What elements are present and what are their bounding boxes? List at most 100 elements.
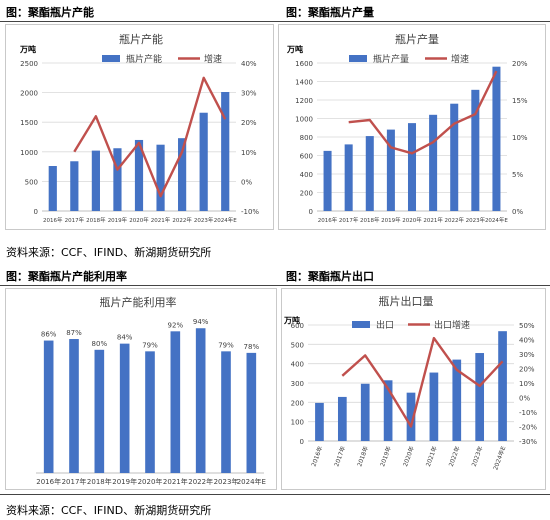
y-tick-label: 500 — [25, 178, 38, 186]
legend-label: 出口增速 — [434, 319, 470, 331]
y-tick-label: 2000 — [20, 90, 38, 98]
y2-tick-label: -10% — [241, 208, 259, 216]
bar — [365, 136, 374, 211]
bar — [450, 103, 459, 211]
figure-title-export: 图：聚酯瓶片出口 — [286, 270, 374, 283]
y2-tick-label: 40% — [241, 60, 257, 68]
bar — [69, 339, 79, 473]
bar — [70, 161, 79, 211]
y2-tick-label: 10% — [512, 134, 528, 142]
bar — [492, 66, 501, 211]
y-tick-label: 200 — [300, 190, 313, 198]
source-note-bottom: 资料来源：CCF、IFIND、新湖期货研究所 — [6, 504, 212, 517]
y2-tick-label: 30% — [519, 351, 535, 359]
y-tick-label: 1400 — [295, 79, 313, 87]
bar — [360, 383, 370, 441]
x-tick-label: 2017年 — [332, 445, 347, 468]
y2-tick-label: -30% — [519, 438, 537, 446]
x-tick-label: 2022年 — [188, 477, 213, 486]
y-tick-label: 400 — [291, 361, 304, 369]
bar — [170, 331, 181, 473]
x-tick-label: 2019年 — [108, 216, 128, 224]
legend-label: 增速 — [451, 53, 469, 65]
chart-title: 瓶片产量 — [395, 32, 439, 46]
y2-tick-label: 0% — [512, 208, 523, 216]
x-tick-label: 2023年 — [466, 216, 486, 224]
bar — [134, 139, 144, 211]
bar — [178, 138, 187, 211]
bar-value-label: 80% — [92, 340, 108, 348]
y-tick-label: 0 — [309, 208, 313, 216]
x-tick-label: 2023年 — [214, 477, 239, 486]
y2-tick-label: 20% — [512, 60, 528, 68]
bar — [406, 392, 416, 441]
x-tick-label: 2020年 — [138, 477, 163, 486]
bar-value-label: 79% — [142, 341, 158, 349]
x-tick-label: 2020年 — [402, 216, 422, 224]
bar-value-label: 92% — [168, 321, 184, 329]
y2-tick-label: 10% — [241, 149, 257, 157]
bar — [383, 380, 393, 441]
bar — [471, 89, 480, 211]
bar — [315, 402, 324, 441]
x-tick-label: 2024年E — [491, 445, 507, 471]
x-tick-label: 2022年 — [444, 216, 464, 224]
y2-tick-label: 20% — [519, 366, 535, 374]
bar-value-label: 87% — [66, 329, 82, 337]
y-tick-label: 200 — [291, 399, 304, 407]
bar — [407, 123, 417, 211]
y-tick-label: 1000 — [20, 149, 38, 157]
legend-label: 瓶片产量 — [373, 53, 409, 65]
bar-value-label: 79% — [218, 341, 234, 349]
x-tick-label: 2024年E — [214, 216, 237, 224]
y2-tick-label: 20% — [241, 119, 257, 127]
bar — [452, 359, 462, 441]
bar — [429, 372, 439, 441]
y2-tick-label: -20% — [519, 424, 537, 432]
y2-tick-label: 50% — [519, 322, 535, 330]
y-tick-label: 300 — [291, 380, 304, 388]
x-tick-label: 2022年 — [447, 445, 462, 468]
bar-value-label: 94% — [193, 318, 209, 326]
y-tick-label: 800 — [300, 134, 313, 142]
x-tick-label: 2016年 — [43, 216, 63, 224]
y2-tick-label: 30% — [241, 90, 257, 98]
divider-middle — [0, 285, 550, 286]
bar — [43, 340, 54, 473]
y-tick-label: 0 — [300, 438, 304, 446]
x-tick-label: 2021年 — [163, 477, 188, 486]
y2-tick-label: 10% — [519, 380, 535, 388]
y2-tick-label: 0% — [519, 395, 530, 403]
y2-tick-label: 40% — [519, 337, 535, 345]
bar — [344, 144, 353, 211]
x-tick-label: 2019年 — [378, 445, 393, 468]
bar — [113, 148, 122, 211]
x-tick-label: 2024年E — [485, 216, 508, 224]
bar — [119, 343, 130, 473]
y-tick-label: 1000 — [295, 116, 313, 124]
bar — [386, 129, 395, 211]
y-tick-label: 2500 — [20, 60, 38, 68]
y2-tick-label: 5% — [512, 171, 523, 179]
growth-line — [73, 76, 227, 198]
y-tick-label: 400 — [300, 171, 313, 179]
chart-output: 瓶片产量 万吨 0 200 400 600 800 1000 1200 1400 1600 0% 5% 1… — [278, 24, 546, 230]
y-tick-label: 600 — [300, 153, 313, 161]
bar — [337, 396, 347, 441]
x-tick-label: 2021年 — [423, 216, 443, 224]
bar — [429, 114, 438, 211]
bar — [48, 166, 57, 211]
legend-swatch-bar — [102, 55, 120, 62]
bar — [195, 328, 206, 473]
y-tick-label: 100 — [291, 419, 304, 427]
growth-line — [348, 70, 498, 155]
divider-top — [0, 21, 550, 22]
bar-value-label: 78% — [244, 343, 260, 351]
x-tick-label: 2017年 — [339, 216, 359, 224]
legend-label: 增速 — [204, 53, 222, 65]
x-tick-label: 2017年 — [65, 216, 85, 224]
chart-output-svg: 瓶片产量万吨020040060080010001200140016000%5%1… — [286, 32, 528, 224]
bar — [221, 351, 231, 473]
bar — [91, 150, 100, 211]
